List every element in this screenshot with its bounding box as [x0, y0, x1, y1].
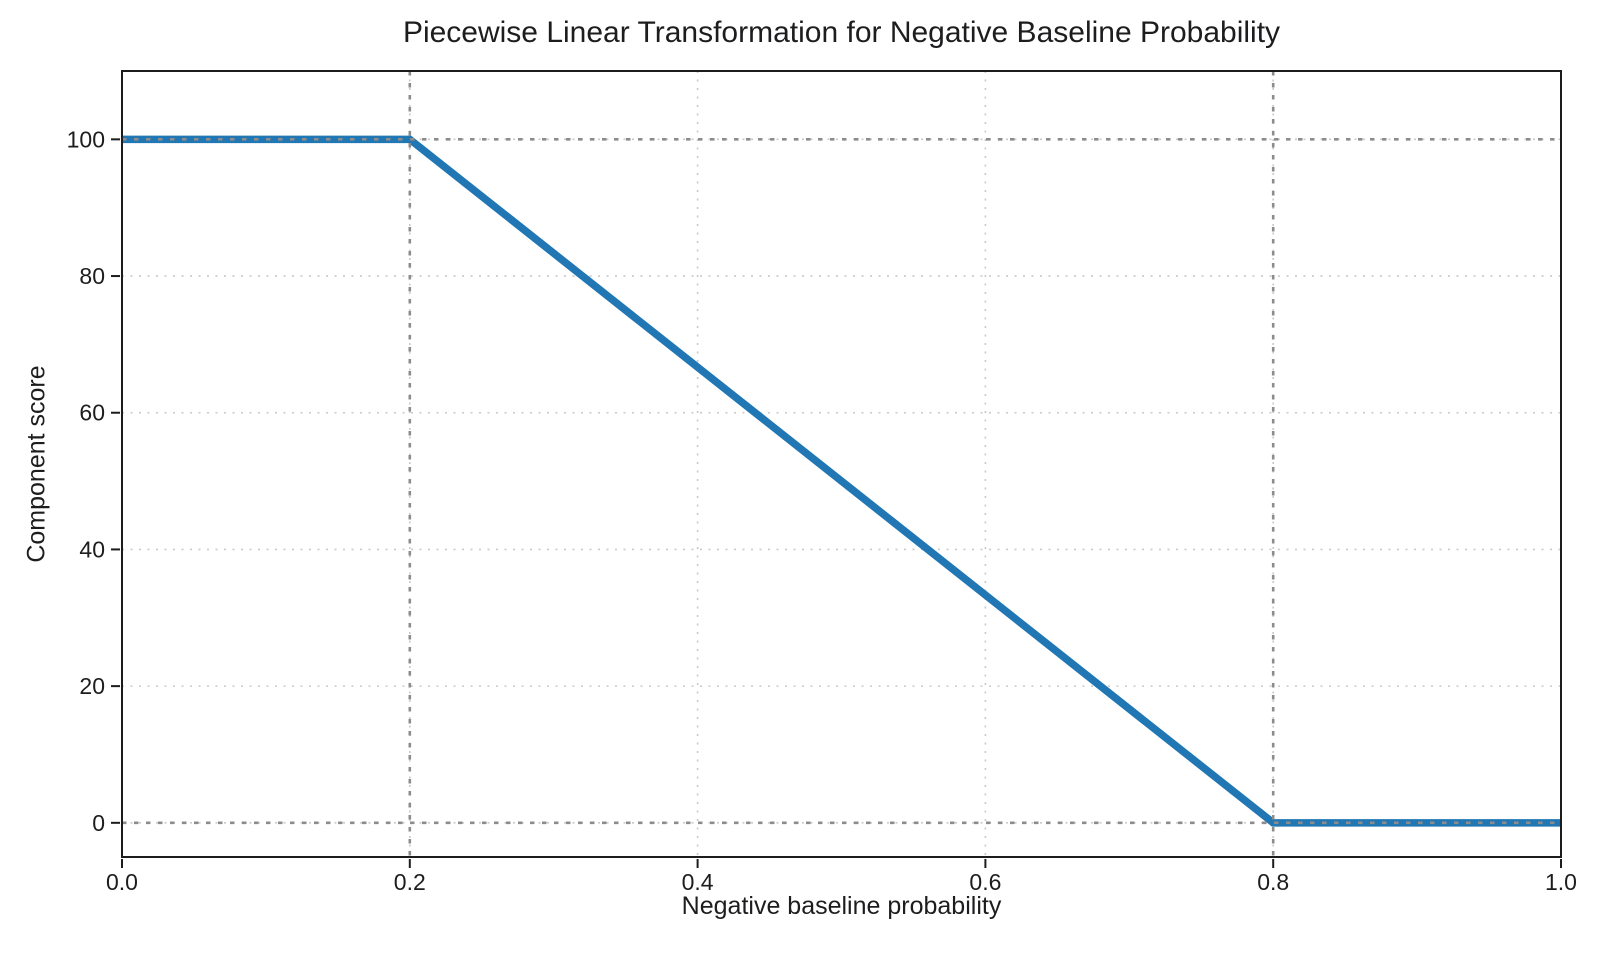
chart-title: Piecewise Linear Transformation for Nega…: [402, 16, 1281, 49]
data-line-component-score: [122, 135, 1561, 827]
y-tick-label: 80: [79, 263, 105, 289]
x-tick-label: 0.6: [969, 869, 1001, 895]
y-tick-label: 20: [79, 673, 105, 699]
y-tick-label: 0: [92, 810, 105, 836]
x-tick-label: 0.0: [106, 869, 138, 895]
y-tick-label: 100: [67, 126, 105, 152]
x-tick-label: 0.8: [1257, 869, 1289, 895]
y-tick-label: 60: [79, 400, 105, 426]
x-tick-label: 1.0: [1545, 869, 1577, 895]
x-tick-label: 0.4: [682, 869, 714, 895]
x-tick-label: 0.2: [394, 869, 426, 895]
plot-border: [121, 70, 1562, 858]
x-axis-label: Negative baseline probability: [681, 892, 1002, 920]
y-tick-label: 40: [79, 536, 105, 562]
